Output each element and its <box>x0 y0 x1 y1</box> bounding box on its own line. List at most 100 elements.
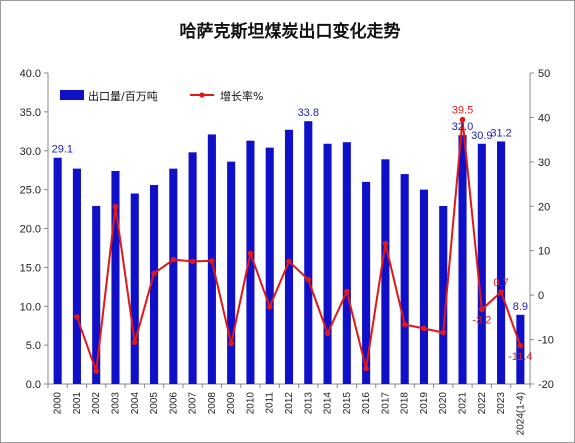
bar <box>92 205 101 384</box>
bar <box>419 189 429 384</box>
legend: 出口量/百万吨 增长率% <box>60 89 263 103</box>
bar <box>477 143 486 384</box>
bar-data-label: 31.2 <box>490 127 511 139</box>
legend-line-marker <box>199 92 205 98</box>
right-tick-label: 0 <box>538 290 544 302</box>
x-tick-label: 2023 <box>496 392 507 415</box>
bars-group <box>53 121 525 384</box>
line-data-label: 0.7 <box>493 277 508 289</box>
growth-point <box>189 258 196 265</box>
x-tick-label: 2015 <box>342 392 353 415</box>
x-tick-label: 2009 <box>226 392 237 415</box>
data-labels-group: 29.1 33.8 32.030.931.2 8.9 39.5 -3.2 0.7 -11.4 <box>52 105 533 363</box>
left-tick-label: 30.0 <box>20 146 41 158</box>
growth-point <box>170 256 177 263</box>
bar <box>323 143 332 384</box>
right-tick-label: 30 <box>538 157 550 169</box>
left-tick-label: 25.0 <box>20 185 41 197</box>
growth-point <box>209 258 215 264</box>
growth-point <box>344 288 350 295</box>
right-tick-label: 50 <box>538 68 550 80</box>
bar <box>149 184 159 384</box>
bar <box>227 161 236 384</box>
x-tick-label: 2004 <box>130 392 141 415</box>
bar-data-label: 30.9 <box>471 130 492 142</box>
line-data-label: 39.5 <box>452 105 473 117</box>
line-data-label: -11.4 <box>508 351 532 363</box>
x-tick-label: 2020 <box>438 392 449 415</box>
growth-point <box>498 289 504 295</box>
x-tick-label: 2014 <box>323 392 334 415</box>
bar <box>284 129 294 384</box>
legend-line-label: 增长率% <box>220 89 263 103</box>
x-tick-label: 2001 <box>72 392 83 415</box>
growth-point <box>459 116 466 123</box>
x-tick-label: 2006 <box>168 392 179 415</box>
x-tick-label: 2010 <box>245 392 256 415</box>
bar-data-label: 33.8 <box>298 107 319 119</box>
growth-point <box>93 368 99 374</box>
x-tick-label: 2016 <box>361 392 372 415</box>
x-tick-label: 2002 <box>91 392 102 415</box>
x-tick-label: 2007 <box>188 392 199 415</box>
right-tick-label: 20 <box>538 201 550 213</box>
left-tick-label: 0.0 <box>26 379 41 391</box>
x-tick-label: 2017 <box>380 392 391 415</box>
line-data-label: -3.2 <box>472 314 491 326</box>
bar <box>53 157 62 384</box>
x-tick-label: 2022 <box>477 392 488 415</box>
x-tick-label: 2008 <box>207 392 218 415</box>
bar <box>304 121 313 384</box>
growth-point <box>131 339 138 346</box>
bar <box>400 174 409 384</box>
x-tick-label: 2019 <box>419 392 430 415</box>
x-tick-label: 2011 <box>265 392 276 414</box>
growth-point <box>401 321 408 328</box>
bar <box>246 140 255 384</box>
growth-point <box>479 306 485 313</box>
growth-point <box>324 330 331 337</box>
growth-point <box>305 276 312 283</box>
right-tick-label: -20 <box>538 379 554 391</box>
growth-point <box>228 340 234 347</box>
bar <box>362 181 371 384</box>
left-tick-label: 15.0 <box>20 262 41 274</box>
growth-point <box>151 270 157 277</box>
left-tick-label: 20.0 <box>20 224 41 236</box>
x-tick-label: 2000 <box>53 392 64 415</box>
bar-data-label: 32.0 <box>452 121 473 133</box>
bar <box>130 193 139 384</box>
growth-line-group <box>74 116 524 374</box>
growth-line <box>75 119 522 372</box>
growth-point <box>266 303 273 310</box>
bar <box>111 170 120 384</box>
x-tick-label: 2013 <box>303 392 314 415</box>
left-tick-label: 10.0 <box>20 301 41 313</box>
x-tick-label: 2018 <box>400 392 411 415</box>
growth-point <box>517 342 524 349</box>
growth-point <box>286 258 292 265</box>
x-tick-label: 2024(1-4) <box>515 392 526 435</box>
bar <box>381 159 390 384</box>
bar <box>169 168 178 384</box>
bar <box>342 142 351 384</box>
bar <box>458 135 467 384</box>
growth-point <box>112 203 119 210</box>
left-tick-label: 35.0 <box>20 107 41 119</box>
growth-point <box>440 329 447 336</box>
legend-bar-swatch <box>60 90 84 100</box>
x-tick-label: 2021 <box>458 392 469 415</box>
growth-point <box>363 365 369 372</box>
bar <box>439 205 448 384</box>
x-tick-label: 2003 <box>110 392 121 415</box>
axes: 0.0 5.0 10.0 15.0 20.0 25.0 30.0 35.0 40.0 -20 -10… <box>20 68 554 435</box>
bar <box>265 147 274 384</box>
right-tick-label: 40 <box>538 112 550 124</box>
right-tick-label: -10 <box>538 335 554 347</box>
bar <box>188 152 197 384</box>
chart-title: 哈萨克斯坦煤炭出口变化走势 <box>180 21 401 42</box>
x-tick-label: 2005 <box>149 392 160 415</box>
left-tick-label: 40.0 <box>20 68 41 80</box>
growth-point <box>421 325 427 332</box>
